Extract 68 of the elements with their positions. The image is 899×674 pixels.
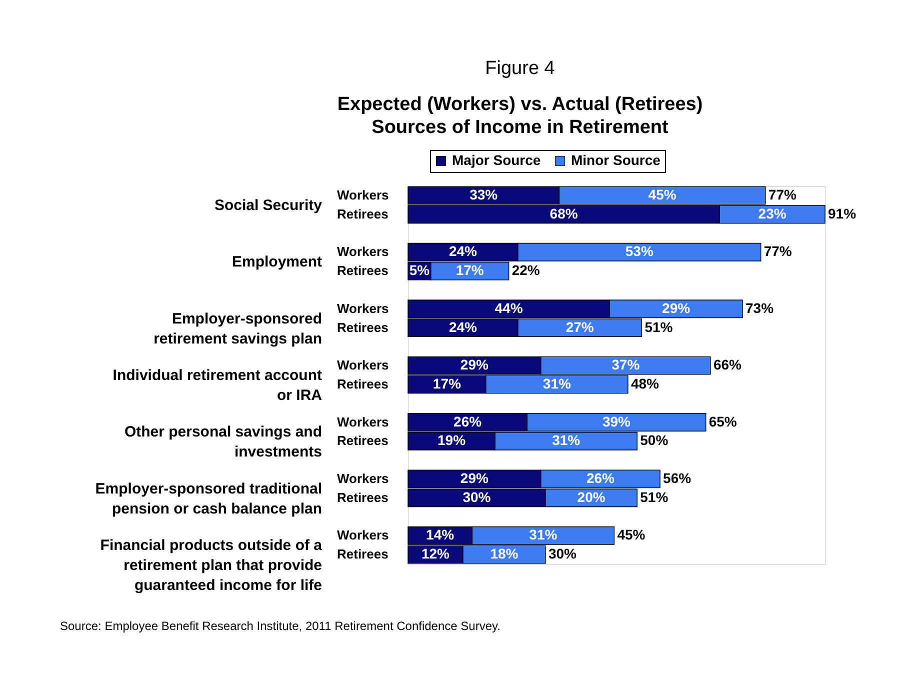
data-label: 5%: [409, 262, 430, 278]
total-label: 77%: [768, 186, 797, 202]
text: Employer-sponsored retirement savings plan: [154, 310, 322, 348]
legend-label: Major Source: [452, 152, 541, 168]
data-label: 29%: [460, 470, 489, 486]
y-tick-label: Retirees: [337, 490, 388, 505]
data-label: 24%: [448, 318, 478, 335]
y-tick-label: Workers: [337, 470, 389, 486]
data-label: 44%: [494, 300, 524, 316]
source-note: Source: Employee Benefit Research Institute, 2011 Retirement Confidence Survey.: [60, 619, 500, 633]
y-tick-label: Workers: [337, 358, 389, 373]
total-label: 50%: [640, 432, 669, 448]
data-label: 20%: [577, 488, 606, 505]
data-label: 17%: [432, 375, 462, 392]
total-label: 30%: [548, 546, 578, 562]
data-label: 31%: [529, 526, 558, 543]
data-label: 18%: [490, 546, 519, 562]
data-label: 27%: [566, 318, 594, 335]
total-label: 73%: [746, 300, 774, 316]
total-label: 51%: [640, 488, 669, 505]
chart-subtitle: Expected (Workers) vs. Actual (Retirees) Sources of Income in Retirement: [337, 94, 703, 138]
text: Financial products outside of a retirement plan that provide guaranteed income for life: [100, 537, 323, 594]
y-tick-label: Retirees: [337, 263, 388, 278]
total-label: 77%: [764, 243, 792, 260]
text: Employment: [232, 254, 322, 271]
data-label: 29%: [662, 300, 691, 316]
data-label: 31%: [542, 375, 572, 392]
data-label: 19%: [438, 432, 466, 448]
data-label: 14%: [426, 526, 455, 543]
y-tick-label: Retirees: [337, 433, 388, 448]
total-label: 65%: [708, 413, 738, 430]
y-tick-label: Workers: [337, 528, 389, 543]
y-tick-label: Workers: [337, 414, 389, 430]
y-tick-label: Retirees: [337, 320, 388, 335]
text: Other personal savings and investments: [124, 424, 322, 461]
data-label: 68%: [550, 205, 578, 222]
data-label: 26%: [454, 413, 482, 430]
text: Employer-sponsored traditional pension or cash balance plan: [95, 480, 322, 518]
data-label: 12%: [421, 546, 450, 562]
total-label: 51%: [644, 318, 674, 335]
y-tick-label: Retirees: [337, 546, 388, 562]
data-label: 23%: [758, 205, 787, 222]
data-label: 29%: [460, 356, 489, 373]
data-label: 31%: [552, 432, 581, 448]
total-label: 56%: [663, 470, 692, 486]
y-tick-label: Retirees: [337, 206, 388, 222]
total-label: 22%: [512, 262, 540, 278]
y-tick-label: Workers: [337, 244, 389, 260]
data-label: 53%: [625, 243, 654, 260]
data-label: 33%: [470, 186, 498, 202]
chart-title: Figure 4: [485, 58, 556, 79]
legend-label: Minor Source: [571, 152, 661, 168]
y-tick-label: Workers: [337, 187, 389, 202]
data-label: 30%: [462, 488, 492, 505]
data-label: 45%: [648, 186, 677, 202]
data-label: 26%: [586, 470, 616, 486]
data-label: 24%: [448, 243, 478, 260]
total-label: 48%: [630, 375, 660, 392]
data-label: 17%: [456, 262, 484, 278]
text: Individual retirement account or IRA: [112, 367, 322, 404]
y-tick-label: Workers: [337, 300, 389, 316]
data-label: 37%: [612, 356, 640, 373]
total-label: 45%: [617, 526, 646, 543]
data-label: 39%: [602, 413, 632, 430]
y-tick-label: Retirees: [337, 376, 388, 392]
total-label: 91%: [828, 205, 857, 222]
total-label: 66%: [713, 356, 742, 373]
text: Social Security: [214, 196, 323, 214]
